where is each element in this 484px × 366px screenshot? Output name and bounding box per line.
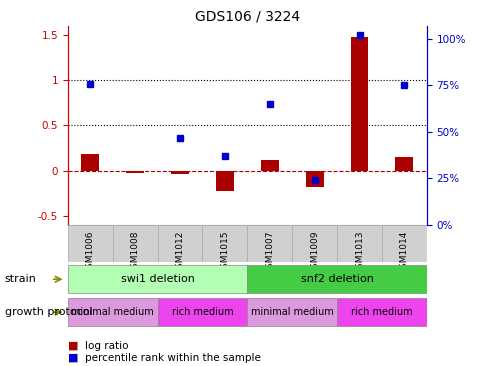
Text: GSM1006: GSM1006 — [86, 231, 95, 274]
Text: ■: ■ — [68, 341, 78, 351]
Text: log ratio: log ratio — [85, 341, 128, 351]
FancyBboxPatch shape — [247, 225, 291, 262]
Text: snf2 deletion: snf2 deletion — [300, 274, 373, 284]
Text: minimal medium: minimal medium — [250, 307, 333, 317]
Text: swi1 deletion: swi1 deletion — [121, 274, 194, 284]
Bar — [126, 171, 144, 172]
Bar — [81, 154, 99, 171]
FancyBboxPatch shape — [68, 298, 157, 326]
Bar — [260, 160, 278, 171]
Bar — [305, 171, 323, 187]
Text: minimal medium: minimal medium — [71, 307, 154, 317]
Text: GSM1012: GSM1012 — [175, 231, 184, 274]
FancyBboxPatch shape — [157, 225, 202, 262]
Text: GSM1009: GSM1009 — [309, 231, 318, 274]
FancyBboxPatch shape — [112, 225, 157, 262]
FancyBboxPatch shape — [68, 265, 247, 293]
FancyBboxPatch shape — [247, 265, 426, 293]
Title: GDS106 / 3224: GDS106 / 3224 — [195, 9, 299, 23]
Text: GSM1008: GSM1008 — [130, 231, 139, 274]
FancyBboxPatch shape — [291, 225, 336, 262]
Text: GSM1014: GSM1014 — [399, 231, 408, 274]
Text: GSM1015: GSM1015 — [220, 231, 229, 274]
Text: growth protocol: growth protocol — [5, 307, 92, 317]
FancyBboxPatch shape — [157, 298, 247, 326]
Text: rich medium: rich medium — [350, 307, 412, 317]
Text: percentile rank within the sample: percentile rank within the sample — [85, 353, 260, 363]
FancyBboxPatch shape — [381, 225, 426, 262]
FancyBboxPatch shape — [202, 225, 247, 262]
FancyBboxPatch shape — [336, 298, 426, 326]
Text: rich medium: rich medium — [171, 307, 233, 317]
Text: GSM1007: GSM1007 — [265, 231, 274, 274]
FancyBboxPatch shape — [68, 225, 112, 262]
Bar — [394, 157, 412, 171]
Bar — [215, 171, 233, 191]
FancyBboxPatch shape — [336, 225, 381, 262]
Text: strain: strain — [5, 274, 37, 284]
Bar — [350, 37, 368, 171]
Text: ■: ■ — [68, 353, 78, 363]
FancyBboxPatch shape — [247, 298, 336, 326]
Text: GSM1013: GSM1013 — [354, 231, 363, 274]
Bar — [171, 171, 189, 174]
